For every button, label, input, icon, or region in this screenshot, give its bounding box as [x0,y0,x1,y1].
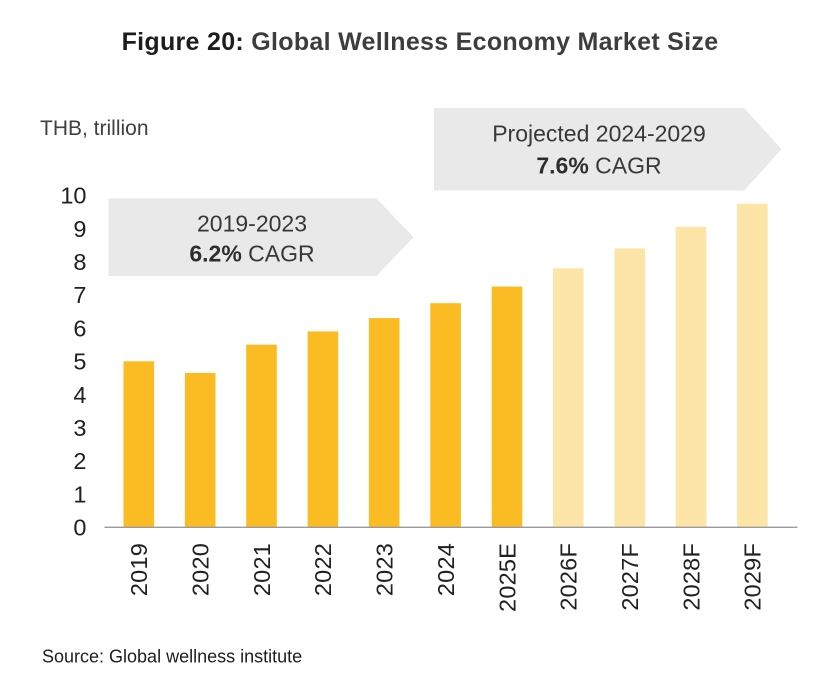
x-label-2026F: 2026F [556,543,582,611]
y-axis-unit-label: THB, trillion [40,117,149,140]
bar-2022 [307,331,339,528]
x-label-2020: 2020 [188,543,214,596]
y-tick-label-7: 7 [73,282,86,308]
source-note: Source: Global wellness institute [42,647,302,667]
bar-2026F [553,268,584,528]
bar-2024 [430,303,461,528]
x-label-2022: 2022 [310,543,336,596]
historical-cagr-value: 6.2% CAGR [189,240,314,266]
x-label-2028F: 2028F [678,543,704,611]
x-axis-category-labels: 2019 2020 2021 2022 2023 2024 2025E 2026F 2027F 2… [126,543,766,612]
bar-2020 [184,372,216,528]
figure-title-text: Global Wellness Economy Market Size [251,28,718,56]
y-tick-label-8: 8 [73,249,86,275]
x-label-2027F: 2027F [617,543,643,611]
y-tick-label-9: 9 [73,216,86,242]
figure-title: Figure 20: Global Wellness Economy Marke… [122,28,719,56]
projected-cagr-period: Projected 2024-2029 [492,121,706,147]
x-label-2029F: 2029F [740,543,766,611]
y-tick-label-2: 2 [73,448,86,474]
bar-series [123,203,768,528]
bar-2029F [737,203,768,528]
historical-cagr-suffix: CAGR [242,240,315,266]
projected-cagr-value: 7.6% CAGR [536,153,661,179]
x-label-2024: 2024 [433,543,459,596]
bar-2027F [614,248,645,528]
historical-cagr-percent: 6.2% [189,240,241,266]
y-tick-label-0: 0 [73,515,86,541]
cagr-arrow-projected [434,108,782,191]
y-tick-label-4: 4 [73,382,86,408]
x-label-2025E: 2025E [494,543,520,612]
bar-2023 [368,318,400,528]
x-label-2021: 2021 [249,543,275,596]
bar-2019 [123,361,155,528]
y-tick-label-6: 6 [73,315,86,341]
bar-2025E [491,286,523,528]
projected-cagr-percent: 7.6% [536,153,588,179]
y-tick-label-10: 10 [60,183,86,209]
cagr-arrow-historical [108,198,414,276]
x-label-2019: 2019 [126,543,152,596]
y-tick-label-5: 5 [73,349,86,375]
historical-cagr-period: 2019-2023 [197,211,307,237]
projected-cagr-suffix: CAGR [589,153,662,179]
y-tick-label-3: 3 [73,415,86,441]
figure-number: Figure 20: [122,28,252,56]
x-label-2023: 2023 [372,543,398,596]
bar-2028F [675,226,707,528]
bar-2021 [246,344,277,528]
y-axis-tick-labels: 0 1 2 3 4 5 6 7 8 9 10 [60,183,86,541]
y-tick-label-1: 1 [73,481,86,507]
